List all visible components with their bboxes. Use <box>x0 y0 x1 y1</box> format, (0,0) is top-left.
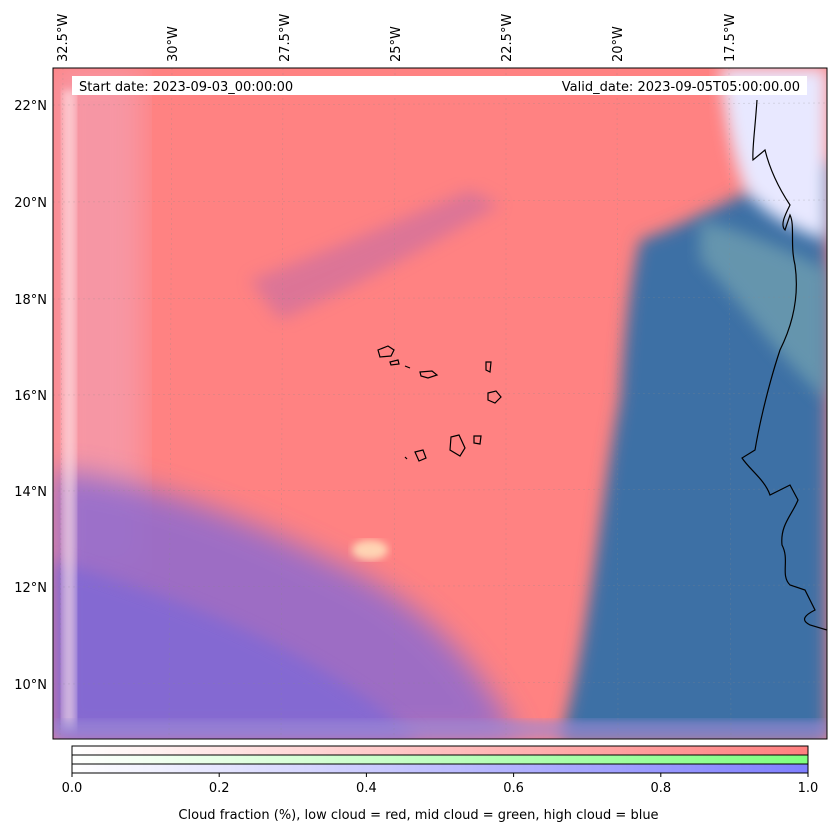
lon-label: 25°W <box>389 26 404 62</box>
lon-label: 32.5°W <box>56 14 71 62</box>
map-frame <box>52 67 828 740</box>
northeast-clear-patch <box>720 68 827 240</box>
colorbar-tick-label: 0.4 <box>356 781 377 796</box>
colorbar-tick-label: 0.6 <box>503 781 524 796</box>
island-santiago <box>449 434 466 457</box>
island-fogo <box>414 449 427 462</box>
island-santa-luzia <box>404 365 411 369</box>
colorbar: 0.0 0.2 0.4 0.6 0.8 1.0 <box>62 745 819 796</box>
island-sao-vicente <box>389 359 400 366</box>
lat-label: 12°N <box>14 581 47 596</box>
lon-label: 20°W <box>611 26 626 62</box>
lat-label: 10°N <box>14 678 47 693</box>
bottom-edge-strip <box>53 720 827 739</box>
colorbar-caption: Cloud fraction (%), low cloud = red, mid… <box>178 808 659 823</box>
colorbar-ticks: 0.0 0.2 0.4 0.6 0.8 1.0 <box>62 773 819 796</box>
lat-label: 16°N <box>14 389 47 404</box>
colorbar-tick-label: 0.8 <box>650 781 671 796</box>
lat-label: 22°N <box>14 99 47 114</box>
southern-high-cloud-core <box>53 560 420 739</box>
western-edge-streak <box>62 90 76 730</box>
colorbar-low-cloud <box>72 746 808 755</box>
coastlines <box>741 99 827 631</box>
latitude-labels: 22°N 20°N 18°N 16°N 14°N 12°N 10°N <box>14 99 47 693</box>
island-boa-vista <box>487 390 502 404</box>
lat-label: 20°N <box>14 196 47 211</box>
longitude-labels: 32.5°W 30°W 27.5°W 25°W 22.5°W 20°W 17.5… <box>56 14 738 62</box>
africa-coastline <box>741 99 827 631</box>
date-label-box <box>72 76 807 95</box>
map-panel <box>53 68 827 739</box>
colorbar-tick-label: 1.0 <box>798 781 819 796</box>
island-brava <box>404 456 408 460</box>
island-sal <box>485 361 492 373</box>
colorbar-tick-label: 0.2 <box>209 781 230 796</box>
graticule <box>53 68 827 739</box>
start-date-label: Start date: 2023-09-03_00:00:00 <box>79 80 293 95</box>
lon-label: 27.5°W <box>278 14 293 62</box>
cape-verde-islands <box>377 345 502 462</box>
lon-label: 30°W <box>166 26 181 62</box>
colorbar-high-cloud <box>72 764 808 773</box>
diagonal-cloud-streak <box>250 190 500 320</box>
lat-label: 18°N <box>14 293 47 308</box>
lat-label: 14°N <box>14 485 47 500</box>
colorbar-tick-label: 0.0 <box>62 781 83 796</box>
colorbar-mid-cloud <box>72 755 808 764</box>
bright-cloud-spot <box>352 540 388 560</box>
valid-date-label: Valid_date: 2023-09-05T05:00:00.00 <box>562 80 800 95</box>
lon-label: 17.5°W <box>723 14 738 62</box>
island-santo-antao <box>377 345 395 358</box>
island-sao-nicolau <box>419 370 439 379</box>
island-maio <box>473 435 482 445</box>
lon-label: 22.5°W <box>500 14 515 62</box>
colorbar-frame <box>71 745 809 774</box>
